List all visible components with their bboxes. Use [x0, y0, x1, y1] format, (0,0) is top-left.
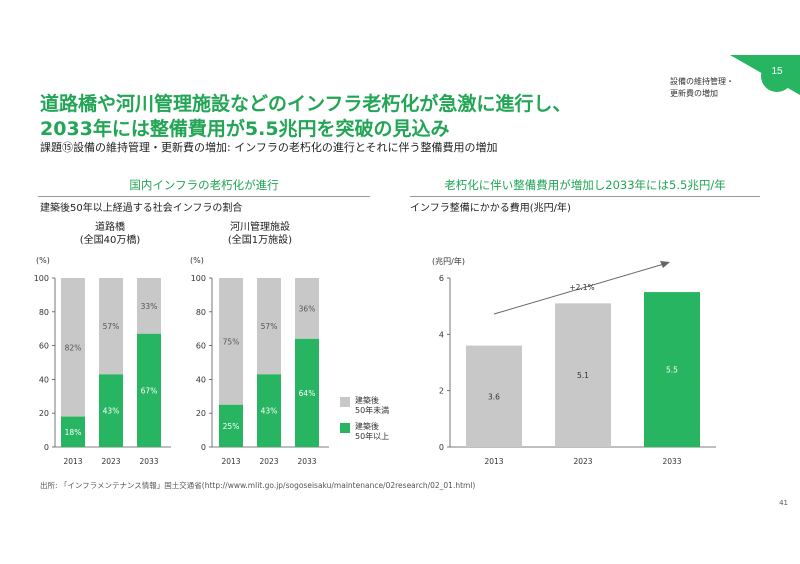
chart2-title-line2: (全国1万施設)	[227, 235, 293, 246]
chart2-label-over50: 64%	[299, 389, 316, 398]
chart2-xtick-label: 2013	[221, 457, 240, 466]
left-panel-heading: 国内インフラの老朽化が進行	[38, 177, 370, 197]
chart1-ytick-label: 100	[34, 274, 49, 283]
chart1-xtick-label: 2023	[101, 457, 120, 466]
chart1-ytick-label: 40	[39, 375, 49, 384]
footer-page-number: 41	[779, 499, 788, 507]
chart1-ytick-label: 0	[44, 443, 49, 452]
chart3-ytick-label: 4	[439, 330, 444, 339]
page-title: 道路橋や河川管理施設などのインフラ老朽化が急激に進行し、 2033年には整備費用…	[40, 92, 600, 142]
chart1-bar-under50	[99, 278, 123, 375]
chart1-bar-over50	[99, 374, 123, 447]
chart1-ytick-label: 60	[39, 342, 49, 351]
section-label-line2: 更新費の増加	[670, 89, 718, 98]
chart1-xtick-label: 2013	[63, 457, 82, 466]
chart1-ytick-label: 80	[39, 308, 49, 317]
chart2-label-under50: 75%	[223, 337, 240, 346]
trend-arrow-head	[660, 261, 670, 268]
legend-label-under50: 建築後 50年未満	[355, 396, 390, 415]
chart2-ytick-label: 0	[201, 443, 206, 452]
chart3-ytick-label: 6	[439, 274, 444, 283]
chart1-title-line2: (全国40万橋)	[79, 235, 141, 246]
chart1-bar-under50	[137, 278, 161, 334]
corner-decoration	[0, 0, 800, 120]
section-label: 設備の維持管理・ 更新費の増加	[670, 76, 760, 100]
chart2-unit: (%)	[190, 256, 204, 265]
chart1-ytick-label: 20	[39, 409, 49, 418]
legend: 建築後 50年未満 建築後 50年以上	[340, 396, 389, 448]
chart1-bar-over50	[61, 416, 85, 447]
chart1-bar-over50	[137, 333, 161, 447]
source-note: 出所: 「インフラメンテナンス情報」国土交通省(http://www.mlit.…	[40, 481, 476, 490]
chart1-label-under50: 33%	[141, 302, 158, 311]
chart1-title: 道路橋 (全国40万橋)	[50, 221, 170, 247]
chart3-xtick-label: 2023	[573, 457, 592, 466]
left-panel-caption: 建築後50年以上経過する社会インフラの割合	[40, 203, 243, 214]
legend-item-over50: 建築後 50年以上	[340, 422, 389, 442]
chart1-label-over50: 43%	[103, 407, 120, 416]
chart2-bar-over50	[257, 374, 281, 447]
chart2-ytick-label: 40	[196, 375, 206, 384]
chart2-xtick-label: 2023	[259, 457, 278, 466]
chart2-ytick-label: 100	[191, 274, 206, 283]
chart2-label-over50: 25%	[223, 422, 240, 431]
chart2-ytick-label: 60	[196, 342, 206, 351]
chart3-bar-label: 3.6	[488, 392, 500, 401]
chart2-bar-over50	[219, 404, 243, 447]
section-page-number: 15	[771, 66, 783, 77]
page-title-line1: 道路橋や河川管理施設などのインフラ老朽化が急激に進行し、	[40, 93, 572, 115]
chart1-title-line1: 道路橋	[95, 222, 125, 233]
chart2-xtick-label: 2033	[297, 457, 316, 466]
chart3-bar	[466, 345, 522, 447]
right-panel-caption: インフラ整備にかかる費用(兆円/年)	[410, 203, 571, 214]
chart3-bar-label: 5.1	[577, 371, 589, 380]
chart3-unit: (兆円/年)	[432, 257, 465, 266]
chart3-xtick-label: 2013	[484, 457, 503, 466]
right-panel-heading: 老朽化に伴い整備費用が増加し2033年には5.5兆円/年	[410, 177, 760, 197]
chart1-label-over50: 18%	[65, 428, 82, 437]
chart1-bar-under50	[61, 278, 85, 417]
chart3-bar	[644, 292, 700, 447]
chart1-label-under50: 57%	[103, 322, 120, 331]
trend-annotation: +2.1%	[569, 283, 594, 292]
chart2-bar-under50	[219, 278, 243, 405]
chart2-title: 河川管理施設 (全国1万施設)	[200, 221, 320, 247]
corner-shape	[730, 55, 800, 95]
chart1-unit: (%)	[36, 256, 50, 265]
chart2-label-over50: 43%	[261, 407, 278, 416]
chart3-ytick-label: 0	[439, 443, 444, 452]
chart2-ytick-label: 20	[196, 409, 206, 418]
legend-label-over50: 建築後 50年以上	[355, 422, 390, 441]
chart3-xtick-label: 2033	[662, 457, 681, 466]
section-label-line1: 設備の維持管理・	[670, 77, 734, 86]
legend-item-under50: 建築後 50年未満	[340, 396, 389, 416]
page-subtitle: 課題⑮設備の維持管理・更新費の増加: インフラの老朽化の進行とそれに伴う整備費用…	[40, 141, 498, 154]
page-title-line2: 2033年には整備費用が5.5兆円を突破の見込み	[40, 118, 450, 140]
chart2-bar-under50	[257, 278, 281, 375]
legend-swatch-gray	[340, 397, 350, 407]
chart2-ytick-label: 80	[196, 308, 206, 317]
chart2-bar-over50	[295, 338, 319, 447]
chart3-ytick-label: 2	[439, 387, 444, 396]
chart1-label-under50: 82%	[65, 343, 82, 352]
chart3-bar-label: 5.5	[666, 366, 678, 375]
chart2-label-under50: 36%	[299, 304, 316, 313]
legend-swatch-green	[340, 423, 350, 433]
chart2-title-line1: 河川管理施設	[230, 222, 290, 233]
chart2-bar-under50	[295, 278, 319, 339]
chart3-bar	[555, 303, 611, 447]
chart1-label-over50: 67%	[141, 386, 158, 395]
trend-arrow-line	[493, 263, 665, 315]
chart1-xtick-label: 2033	[139, 457, 158, 466]
chart2-label-under50: 57%	[261, 322, 278, 331]
